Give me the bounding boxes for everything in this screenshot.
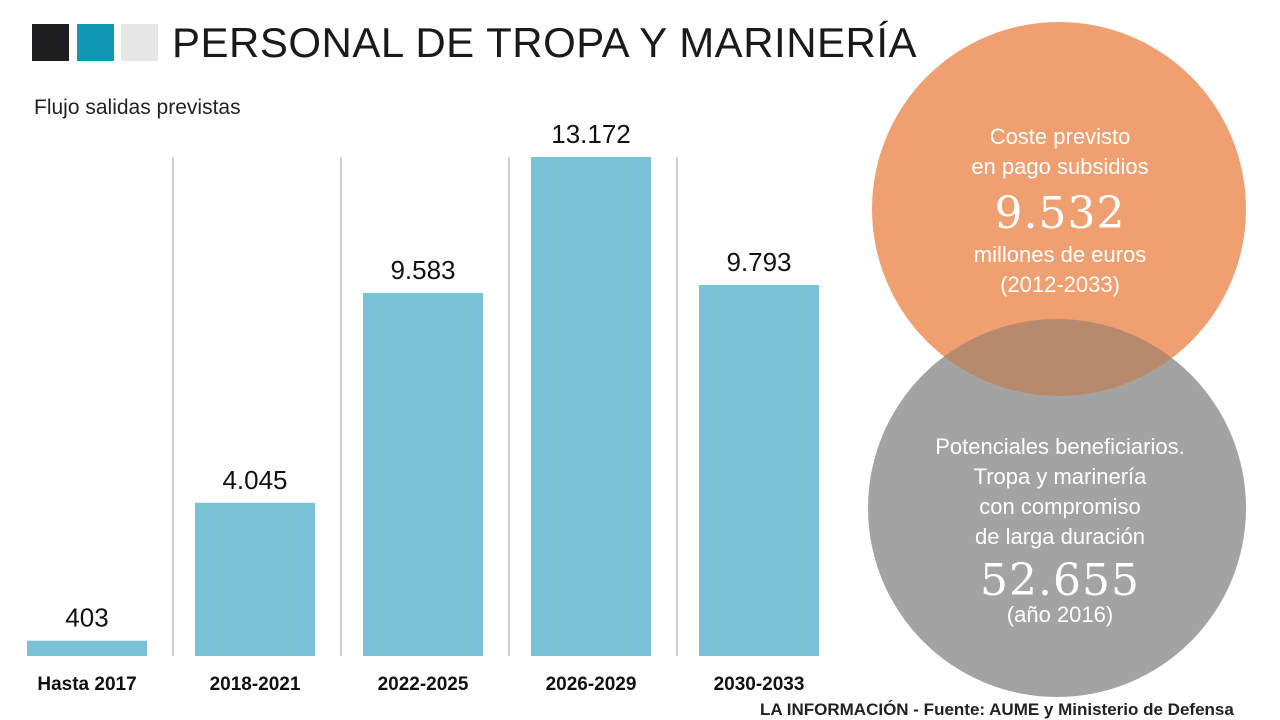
cost-label-line-1: Coste previsto xyxy=(989,124,1131,149)
beneficiaries-label-line-1: Potenciales beneficiarios. xyxy=(935,434,1185,459)
bar-2018-2021 xyxy=(195,502,315,656)
x-tick-label: 2030-2033 xyxy=(714,674,805,695)
beneficiaries-year: (año 2016) xyxy=(1006,602,1114,627)
x-tick-label: Hasta 2017 xyxy=(37,674,136,695)
x-tick-label: 2026-2029 xyxy=(546,674,637,695)
cost-unit: millones de euros xyxy=(973,242,1147,267)
chart-subtitle: Flujo salidas previstas xyxy=(34,96,241,119)
cost-label-line-2: en pago subsidios xyxy=(971,154,1149,179)
x-tick-label: 2018-2021 xyxy=(210,674,301,695)
bar-2022-2025 xyxy=(363,292,483,656)
bar-value-label: 4.045 xyxy=(222,465,287,495)
beneficiaries-value: 52.655 xyxy=(980,555,1140,606)
header-square-light xyxy=(121,24,158,61)
beneficiaries-label-line-4: de larga duración xyxy=(974,524,1145,549)
cost-value: 9.532 xyxy=(994,188,1126,239)
source-credit: LA INFORMACIÓN - Fuente: AUME y Minister… xyxy=(760,700,1234,719)
bar-value-label: 403 xyxy=(65,603,108,633)
cost-circle-text: Coste previsto en pago subsidios 9.532 m… xyxy=(900,122,1220,300)
bar-2026-2029 xyxy=(531,157,651,656)
beneficiaries-label-line-2: Tropa y marinería xyxy=(973,464,1147,489)
bar-hasta-2017 xyxy=(27,640,147,656)
x-tick-label: 2022-2025 xyxy=(378,674,469,695)
bar-value-label: 13.172 xyxy=(551,119,631,149)
bar-value-label: 9.793 xyxy=(726,247,791,277)
page-title: PERSONAL DE TROPA Y MARINERÍA xyxy=(172,19,918,66)
header-square-blue xyxy=(77,24,114,61)
beneficiaries-label-line-3: con compromiso xyxy=(979,494,1141,519)
header-square-dark xyxy=(32,24,69,61)
bar-2030-2033 xyxy=(699,285,819,656)
bar-chart: 403 Hasta 2017 4.045 2018-2021 9.583 2022-202… xyxy=(27,119,819,695)
beneficiaries-circle-text: Potenciales beneficiarios. Tropa y marin… xyxy=(890,432,1230,626)
bar-value-label: 9.583 xyxy=(390,255,455,285)
cost-period: (2012-2033) xyxy=(1000,272,1120,297)
